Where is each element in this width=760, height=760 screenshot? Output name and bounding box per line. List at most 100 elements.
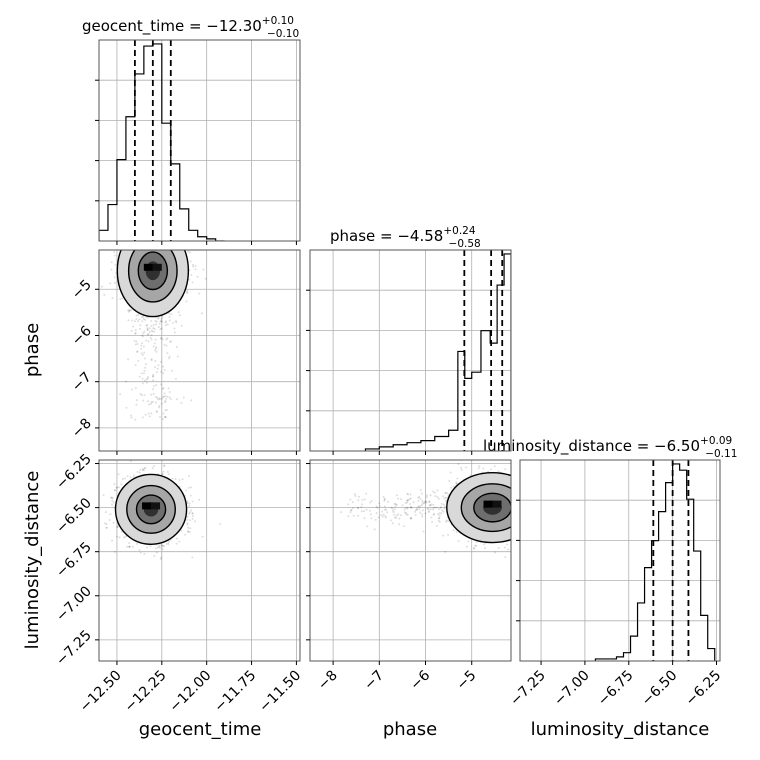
sample-point <box>443 497 446 500</box>
sample-point <box>130 221 132 223</box>
y-tick-label: −6.75 <box>53 539 95 581</box>
x-tick-label: −7 <box>361 668 387 694</box>
sample-point <box>123 477 126 480</box>
sample-point <box>143 369 146 372</box>
sample-point <box>154 347 157 350</box>
sample-point <box>139 327 142 330</box>
sample-point <box>154 396 157 399</box>
panel-hist-phase <box>310 250 511 451</box>
sample-point <box>527 502 529 504</box>
sample-point <box>190 509 193 512</box>
sample-point <box>168 312 171 315</box>
sample-point <box>174 320 177 323</box>
sample-point <box>531 490 533 492</box>
sample-point <box>523 511 525 513</box>
sample-point <box>514 514 516 516</box>
sample-point <box>168 355 171 358</box>
sample-point <box>164 324 167 327</box>
sample-point <box>143 379 146 382</box>
sample-point <box>168 391 171 394</box>
sample-point <box>483 543 486 546</box>
sample-point <box>430 516 433 519</box>
sample-point <box>113 276 116 279</box>
sample-point <box>146 328 149 331</box>
sample-point <box>153 238 155 240</box>
sample-point <box>144 466 147 469</box>
sample-point <box>189 494 192 497</box>
sample-point <box>180 401 183 404</box>
sample-point <box>154 349 157 352</box>
sample-point <box>512 526 514 528</box>
sample-point <box>155 320 158 323</box>
sample-point <box>370 500 373 503</box>
sample-point <box>161 548 164 551</box>
sample-point <box>140 316 143 319</box>
sample-point <box>374 518 377 521</box>
sample-point <box>161 544 164 547</box>
sample-point <box>142 469 145 472</box>
sample-point <box>517 511 519 513</box>
sample-point <box>153 245 155 247</box>
sample-point <box>153 384 156 387</box>
sample-point <box>514 512 516 514</box>
panel-frame <box>519 459 721 662</box>
sample-point <box>437 513 440 516</box>
sample-point <box>124 535 127 538</box>
sample-point <box>409 517 412 520</box>
sample-point <box>347 503 350 506</box>
sample-point <box>394 503 397 506</box>
hist-step-line <box>364 253 511 451</box>
sample-point <box>150 401 153 404</box>
sample-point <box>149 225 151 227</box>
sample-point <box>161 473 164 476</box>
sample-point <box>178 243 180 245</box>
sample-point <box>158 195 160 197</box>
sample-point <box>162 396 165 399</box>
sample-point <box>352 514 355 517</box>
sample-point <box>473 546 476 549</box>
sample-point <box>543 516 545 518</box>
sample-point <box>550 541 552 543</box>
sample-point <box>383 499 386 502</box>
sample-point <box>156 248 158 250</box>
sample-point <box>146 400 149 403</box>
sample-point <box>133 248 135 250</box>
sample-point <box>489 468 492 471</box>
sample-point <box>143 246 145 248</box>
density-peak-cell <box>151 502 161 510</box>
sample-point <box>527 510 529 512</box>
sample-point <box>153 342 156 345</box>
sample-point <box>357 495 360 498</box>
sample-point <box>156 204 158 206</box>
sample-point <box>437 519 440 522</box>
sample-point <box>407 493 410 496</box>
sample-point <box>141 237 143 239</box>
sample-point <box>427 511 430 514</box>
y-tick-label: −6.25 <box>53 451 95 493</box>
sample-point <box>444 496 447 499</box>
sample-point <box>402 525 405 528</box>
sample-point <box>182 396 185 399</box>
sample-point <box>525 485 527 487</box>
sample-point <box>141 335 144 338</box>
sample-point <box>164 239 166 241</box>
sample-point <box>157 364 160 367</box>
sample-point <box>527 504 529 506</box>
sample-point <box>163 464 166 467</box>
sample-point <box>170 313 173 316</box>
sample-point <box>161 246 163 248</box>
sample-point <box>175 246 177 248</box>
sample-point <box>157 233 159 235</box>
sample-point <box>192 265 195 268</box>
sample-point <box>537 514 539 516</box>
sample-point <box>126 545 129 548</box>
sample-point <box>515 483 517 485</box>
sample-point <box>532 513 534 515</box>
sample-point <box>136 470 139 473</box>
sample-point <box>385 516 388 519</box>
sample-point <box>135 318 138 321</box>
sample-point <box>525 478 527 480</box>
sample-point <box>158 544 161 547</box>
sample-point <box>183 229 185 231</box>
sample-point <box>191 515 194 518</box>
